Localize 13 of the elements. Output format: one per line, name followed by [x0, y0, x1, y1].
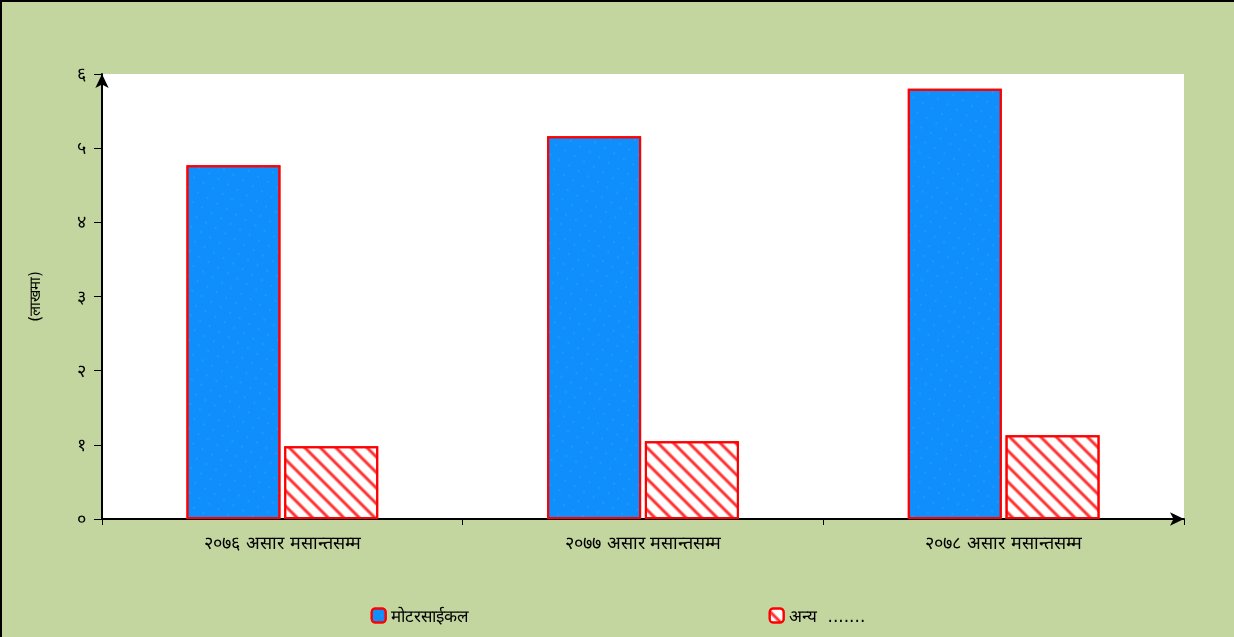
- legend-label: मोटरसाईकल: [390, 605, 469, 626]
- y-tick-label: ४: [77, 212, 86, 233]
- y-tick-label: २: [77, 360, 86, 381]
- y-axis-title: (लाखमा): [25, 271, 44, 322]
- x-tick-label: २०७६ असार मसान्तसम्म: [204, 531, 362, 553]
- legend-label: अन्य .......: [788, 605, 866, 626]
- y-tick-label: ५: [77, 138, 86, 159]
- y-tick-label: ६: [77, 64, 86, 84]
- y-tick-label: ०: [77, 509, 86, 529]
- x-tick-label: २०७८ असार मसान्तसम्म: [925, 531, 1083, 553]
- y-tick-label: १: [77, 434, 86, 455]
- x-tick-label: २०७७ असार मसान्तसम्म: [564, 531, 723, 553]
- y-tick-label: ३: [77, 286, 86, 307]
